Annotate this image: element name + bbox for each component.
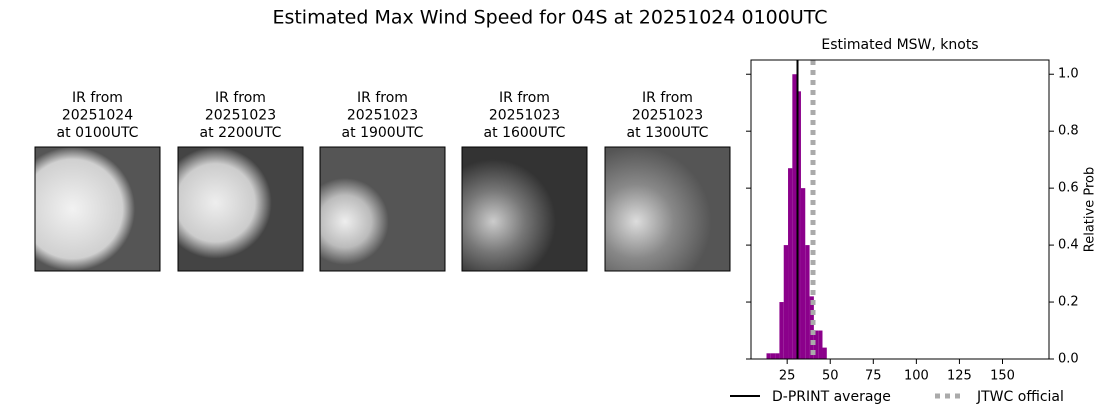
x-tick-label: 25 [779,369,796,384]
bar [783,245,789,359]
image-caption: IR from [642,90,693,106]
image-caption: IR from [215,90,266,106]
image-caption: at 2200UTC [200,125,282,141]
y-tick-label: 0.0 [1058,352,1079,367]
title: Estimated Max Wind Speed for 04S at 2025… [272,7,827,29]
x-tick-label: 75 [865,369,882,384]
image-caption: IR from [72,90,123,106]
bar [809,296,814,359]
image-caption: 20251023 [632,108,703,124]
image-caption: IR from [499,90,550,106]
image-caption: at 1600UTC [484,125,566,141]
bar [800,188,806,359]
image-caption: at 1300UTC [627,125,709,141]
x-tick-label: 125 [947,369,972,384]
ir-image [177,146,304,272]
legend-label: D-PRINT average [772,389,891,405]
bar [775,353,780,359]
bar [779,302,784,359]
y-tick-label: 0.8 [1058,124,1079,139]
bar [770,353,776,359]
y-tick-label: 0.4 [1058,238,1079,253]
bar [792,74,797,359]
bar [766,353,771,359]
chart: Estimated MSW, knots Relative Prob D-PRINT… [730,37,1098,405]
ir-image [319,146,446,272]
x-tick-label: 150 [990,369,1015,384]
image-caption: at 0100UTC [57,125,139,141]
chart-title: Estimated MSW, knots [821,37,978,53]
image-caption: 20251023 [489,108,560,124]
y-tick-label: 0.2 [1058,295,1079,310]
ir-image [604,146,731,272]
x-tick-label: 50 [822,369,839,384]
y-axis-label: Relative Prob [1083,167,1098,252]
image-caption: 20251023 [347,108,418,124]
image-caption: 20251023 [205,108,276,124]
image-caption: at 1900UTC [342,125,424,141]
legend-label: JTWC official [976,389,1064,405]
bar [822,347,827,359]
y-tick-label: 0.6 [1058,181,1079,196]
y-tick-label: 1.0 [1058,67,1079,82]
ir-image [461,146,588,272]
bar [813,330,819,359]
plot-frame [750,59,1050,360]
bar [796,91,801,360]
bar [818,330,823,359]
image-caption: IR from [357,90,408,106]
bar [788,168,793,359]
bar [805,245,810,359]
x-tick-label: 100 [904,369,929,384]
image-caption: 20251024 [62,108,133,124]
ir-image [34,146,161,272]
